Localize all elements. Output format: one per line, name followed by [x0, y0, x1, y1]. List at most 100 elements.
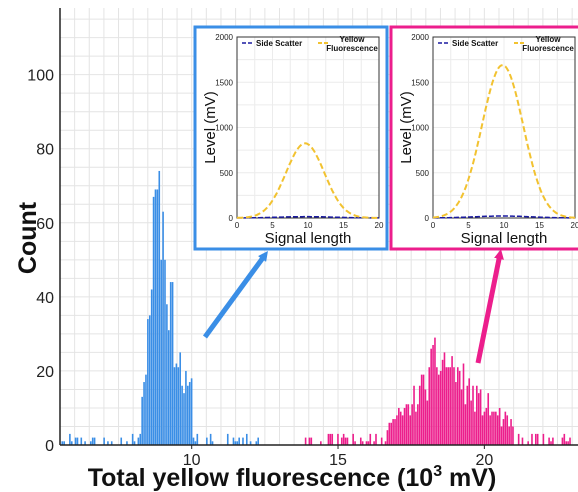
- legend-label-fluorescence: Fluorescence: [326, 44, 378, 53]
- histogram-bar: [470, 400, 472, 445]
- inset-x-tick-label: 0: [431, 221, 436, 230]
- histogram-bar: [483, 411, 486, 445]
- arrow-blue: [202, 250, 268, 339]
- inset-x-tick-label: 10: [304, 221, 313, 230]
- histogram-bar: [179, 352, 182, 445]
- histogram-bar: [211, 441, 214, 445]
- histogram-bar: [392, 419, 394, 445]
- histogram-bar: [439, 370, 442, 445]
- histogram-bar: [510, 419, 512, 445]
- histogram-bar: [561, 437, 564, 445]
- histogram-bar: [563, 433, 566, 445]
- y-tick-label: 100: [27, 68, 54, 85]
- histogram-bar: [187, 385, 189, 445]
- histogram-bar: [447, 367, 450, 445]
- y-tick-label: 0: [45, 438, 54, 455]
- histogram-bar: [139, 433, 142, 445]
- histogram-bar: [234, 441, 237, 445]
- histogram-bar: [346, 437, 349, 445]
- histogram-bar: [76, 437, 79, 445]
- histogram-bar: [399, 411, 402, 445]
- histogram-bar: [209, 433, 212, 445]
- y-tick-label: 80: [36, 142, 54, 159]
- histogram-bar: [415, 411, 417, 445]
- legend-label-side-scatter: Side Scatter: [452, 39, 498, 48]
- histogram-bar: [359, 437, 362, 445]
- histogram-bar: [565, 441, 568, 445]
- histogram-bar: [405, 404, 408, 445]
- histogram-bar: [468, 378, 471, 445]
- histogram-bar: [160, 259, 162, 445]
- histogram-bar: [477, 393, 480, 445]
- histogram-bar: [384, 441, 387, 445]
- histogram-bar: [527, 441, 529, 445]
- histogram-bar: [489, 415, 491, 445]
- histogram-bar: [436, 367, 438, 445]
- x-axis-title-tail: mV): [442, 464, 496, 492]
- histogram-bar: [93, 437, 96, 445]
- histogram-bar: [485, 407, 488, 445]
- histogram-bar: [145, 374, 147, 445]
- inset-frame: [193, 25, 389, 251]
- histogram-bar: [474, 411, 476, 445]
- histogram-bar: [417, 404, 419, 445]
- histogram-bar: [443, 352, 446, 445]
- inset-blue-signal-chart: 0 500 1000 1500 2000 0 5 10 15 20 Signal length Lev…: [193, 25, 389, 251]
- histogram-bar: [188, 382, 191, 445]
- histogram-bar: [337, 433, 339, 445]
- histogram-bar: [449, 367, 451, 445]
- histogram-bar: [190, 378, 193, 445]
- histogram-bar: [91, 437, 94, 445]
- histogram-bar: [504, 411, 507, 445]
- histogram-bar: [548, 437, 550, 445]
- histogram-bar: [552, 437, 554, 445]
- histogram-bar: [61, 441, 64, 445]
- series-line-yellow-fluorescence: [432, 64, 576, 219]
- histogram-bar: [462, 363, 465, 445]
- histogram-bar: [437, 374, 440, 445]
- histogram-bar: [167, 330, 170, 445]
- inset-x-axis-title: Signal length: [461, 230, 548, 247]
- histogram-bar: [428, 367, 431, 445]
- histogram-bar: [422, 374, 425, 445]
- inset-y-axis-title: Level (mV): [202, 91, 219, 164]
- histogram-bar: [308, 437, 311, 445]
- histogram-bar: [169, 282, 172, 445]
- histogram-bar: [567, 441, 569, 445]
- inset-x-tick-label: 0: [235, 221, 240, 230]
- inset-y-tick-label: 0: [229, 214, 234, 223]
- histogram-bar: [481, 415, 484, 445]
- histogram-bar: [498, 407, 501, 445]
- histogram-bar: [152, 196, 155, 445]
- legend-label-yellow: Yellow: [340, 35, 366, 44]
- inset-plot-area: [432, 36, 576, 219]
- histogram-bar: [375, 433, 377, 445]
- histogram-bar: [103, 437, 105, 445]
- y-tick-label: 40: [36, 290, 54, 307]
- inset-y-tick-label: 1000: [215, 124, 233, 133]
- histogram-bar: [164, 259, 166, 445]
- histogram-bar: [472, 385, 474, 445]
- histogram-bar: [365, 441, 368, 445]
- histogram-bar: [63, 441, 65, 445]
- histogram-bar: [536, 433, 539, 445]
- histogram-bar: [388, 422, 391, 445]
- histogram-bar: [407, 404, 410, 445]
- histogram-bar: [424, 389, 427, 445]
- histogram-bar: [531, 433, 533, 445]
- histogram-bar: [342, 433, 345, 445]
- legend-label-yellow: Yellow: [536, 35, 562, 44]
- histogram-bar: [238, 437, 240, 445]
- inset-x-axis-title: Signal length: [265, 230, 352, 247]
- series-line-side-scatter: [433, 215, 575, 219]
- histogram-bar: [329, 433, 332, 445]
- inset-x-tick-label: 20: [571, 221, 578, 230]
- histogram-bar: [147, 319, 149, 445]
- histogram-bar: [460, 389, 463, 445]
- histogram-bar: [141, 396, 143, 445]
- histogram-bar: [183, 393, 185, 445]
- histogram-bar: [162, 211, 164, 445]
- inset-y-tick-label: 500: [220, 169, 234, 178]
- histogram-bar: [310, 437, 313, 445]
